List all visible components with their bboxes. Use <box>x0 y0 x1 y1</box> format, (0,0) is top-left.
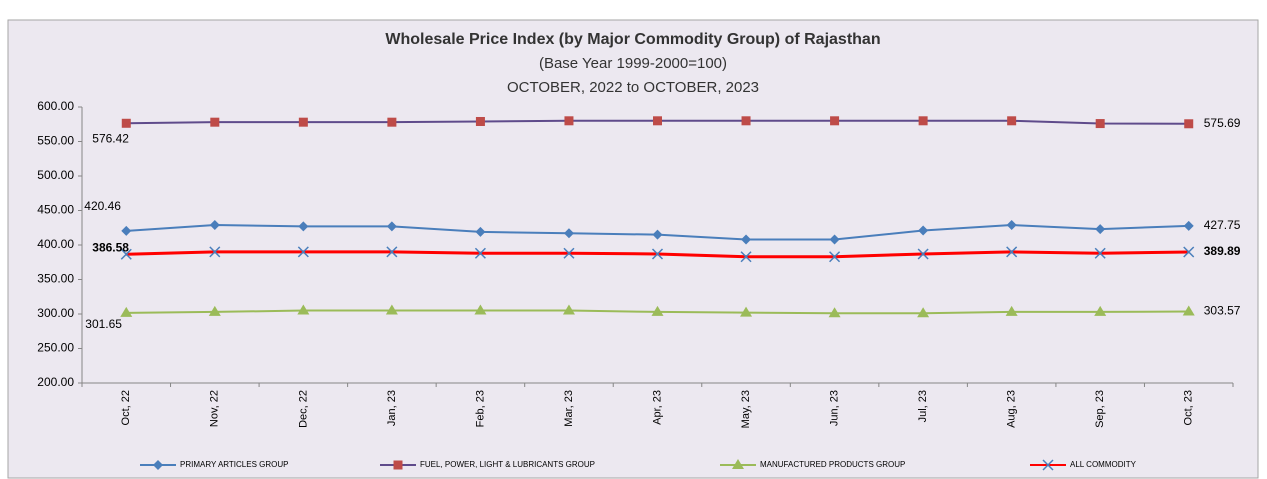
data-point <box>918 225 929 236</box>
x-tick-label: Jul, 23 <box>917 390 929 422</box>
data-point <box>829 251 841 263</box>
data-point <box>385 304 398 315</box>
data-point <box>474 304 487 315</box>
legend-label: ALL COMMODITY <box>1070 460 1137 469</box>
legend-label: PRIMARY ARTICLES GROUP <box>180 460 288 469</box>
data-point <box>120 306 133 317</box>
data-point <box>651 248 664 260</box>
data-point <box>120 248 132 260</box>
data-point <box>1095 224 1106 235</box>
y-tick-label: 350.00 <box>37 272 74 286</box>
x-tick-label: Oct, 22 <box>120 390 132 425</box>
legend-marker <box>393 460 403 470</box>
data-point <box>740 306 753 317</box>
data-point <box>475 116 485 126</box>
data-point <box>298 221 309 232</box>
x-tick-label: Oct, 23 <box>1183 390 1195 425</box>
data-point <box>1007 116 1017 126</box>
data-label: 303.57 <box>1204 304 1241 318</box>
data-point <box>387 117 397 127</box>
chart-title: Wholesale Price Index (by Major Commodit… <box>385 31 880 48</box>
data-point <box>121 225 132 236</box>
data-point <box>474 247 486 259</box>
x-tick-label: Jun, 23 <box>828 390 840 426</box>
data-point <box>563 247 575 259</box>
y-tick-label: 450.00 <box>37 203 74 217</box>
chart-subtitle: (Base Year 1999-2000=100) <box>539 55 727 72</box>
data-point <box>386 246 398 258</box>
data-point <box>208 305 221 316</box>
data-point <box>209 246 221 258</box>
x-tick-label: Feb, 23 <box>474 390 486 427</box>
data-label: 301.65 <box>85 317 122 331</box>
data-point <box>564 116 574 126</box>
legend-label: FUEL, POWER, LIGHT & LUBRICANTS GROUP <box>420 460 595 469</box>
data-point <box>1183 246 1195 258</box>
data-point <box>1183 220 1194 231</box>
legend-marker <box>732 459 744 469</box>
data-point <box>1005 305 1018 316</box>
y-tick-label: 600.00 <box>37 99 74 113</box>
data-label: 575.69 <box>1204 116 1241 130</box>
data-point <box>830 116 840 126</box>
data-point <box>829 234 840 245</box>
data-label: 427.75 <box>1204 218 1241 232</box>
data-point <box>297 246 309 258</box>
chart-period: OCTOBER, 2022 to OCTOBER, 2023 <box>507 79 759 96</box>
legend-marker <box>1042 459 1054 471</box>
x-tick-label: Aug, 23 <box>1006 390 1018 428</box>
data-label: 420.46 <box>84 199 121 213</box>
y-tick-label: 250.00 <box>37 341 74 355</box>
data-point <box>297 304 310 315</box>
data-label: 389.89 <box>1204 244 1241 258</box>
legend-label: MANUFACTURED PRODUCTS GROUP <box>760 460 905 469</box>
y-tick-label: 400.00 <box>37 237 74 251</box>
data-point <box>1095 119 1105 129</box>
data-point <box>653 116 662 126</box>
data-label: 576.42 <box>92 131 129 145</box>
y-tick-label: 550.00 <box>37 134 74 148</box>
data-point <box>298 117 308 127</box>
data-point <box>651 305 664 316</box>
x-tick-label: Apr, 23 <box>651 390 663 425</box>
data-point <box>1006 246 1018 258</box>
data-point <box>121 118 131 128</box>
data-point <box>1184 119 1194 129</box>
data-point <box>209 219 220 230</box>
data-point <box>828 307 841 318</box>
data-point <box>918 116 928 126</box>
x-tick-label: Jan, 23 <box>386 390 398 426</box>
data-point <box>1182 305 1195 316</box>
data-point <box>562 304 575 315</box>
y-tick-label: 300.00 <box>37 306 74 320</box>
data-point <box>563 228 574 239</box>
data-point <box>210 117 220 127</box>
x-tick-label: Nov, 22 <box>209 390 221 427</box>
data-label: 386.58 <box>92 240 129 254</box>
data-point <box>740 251 752 263</box>
x-tick-label: Sep, 23 <box>1094 390 1106 428</box>
data-point <box>1094 305 1107 316</box>
x-tick-label: Dec, 22 <box>297 390 309 428</box>
data-point <box>386 221 397 232</box>
data-point <box>917 248 929 260</box>
y-tick-label: 200.00 <box>37 375 74 389</box>
data-point <box>652 229 663 240</box>
x-tick-label: Mar, 23 <box>563 390 575 427</box>
data-point <box>741 116 751 126</box>
data-point <box>741 234 752 245</box>
data-point <box>1006 219 1017 230</box>
data-point <box>917 307 930 318</box>
chart-area <box>7 19 1259 479</box>
data-point <box>1094 247 1106 259</box>
y-tick-label: 500.00 <box>37 168 74 182</box>
data-point <box>475 226 486 237</box>
legend-marker <box>153 460 163 470</box>
x-tick-label: May, 23 <box>740 390 752 428</box>
